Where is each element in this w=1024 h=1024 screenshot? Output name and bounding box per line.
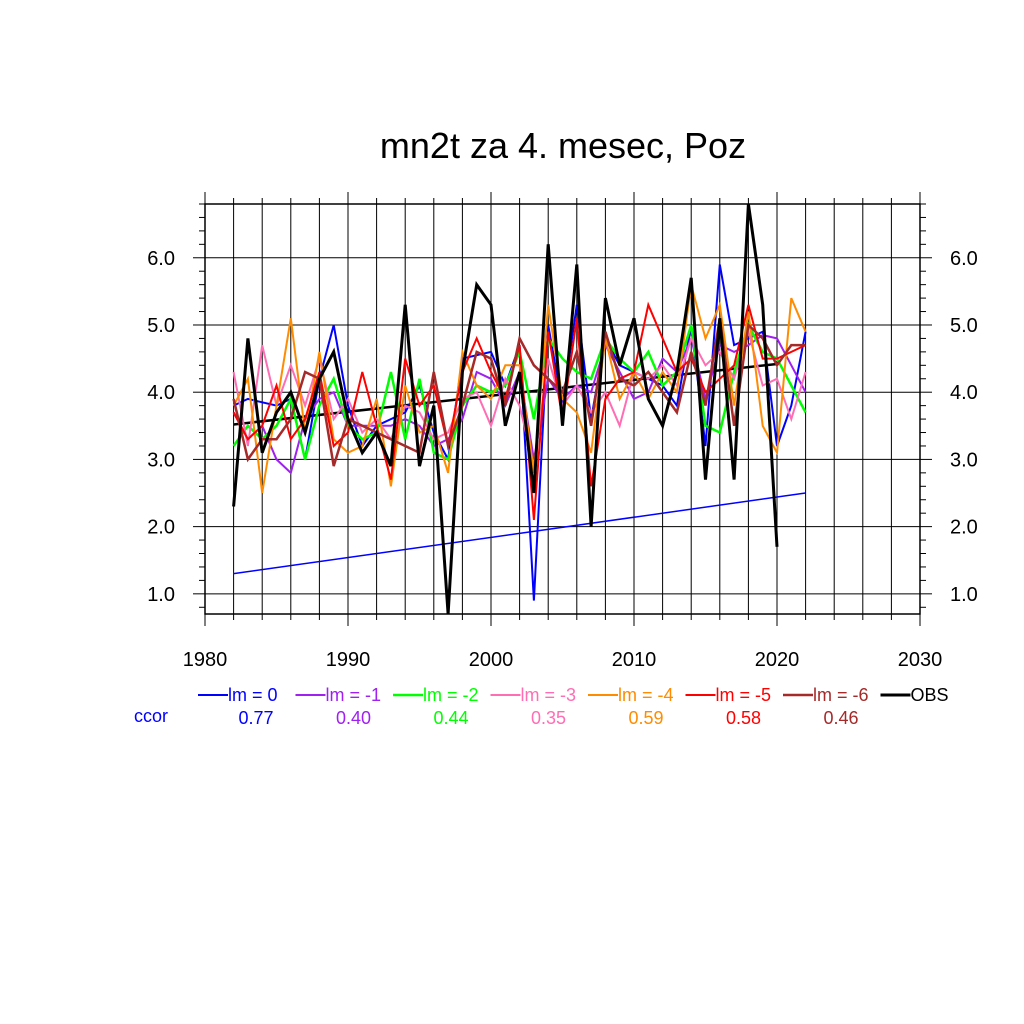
chart-title: mn2t za 4. mesec, Poz [380, 125, 746, 166]
ccor-value: 0.46 [823, 708, 858, 728]
legend-label: lm = -3 [521, 685, 577, 705]
x-tick-label: 2000 [469, 649, 514, 671]
ccor-value: 0.35 [531, 708, 566, 728]
ccor-value: 0.44 [433, 708, 468, 728]
ccor-value: 0.59 [628, 708, 663, 728]
grid [205, 204, 920, 614]
y-tick-label: 2.0 [147, 517, 175, 539]
series-line [232, 328, 807, 467]
legend-label: lm = -2 [423, 685, 479, 705]
y-tick-label: 6.0 [147, 248, 175, 270]
legend-label: lm = -1 [326, 685, 382, 705]
y-tick-label: 1.0 [147, 584, 175, 606]
ccor-value: 0.40 [336, 708, 371, 728]
x-tick-label: 2030 [898, 649, 943, 671]
series-line [232, 318, 806, 467]
x-tick-label: 1990 [326, 649, 371, 671]
ccor-value: 0.58 [726, 708, 761, 728]
plot-frame [204, 203, 921, 615]
y-tick-label: 3.0 [147, 449, 175, 471]
legend-label: lm = -6 [813, 685, 869, 705]
y-tick-label-right: 2.0 [950, 517, 978, 539]
series-line [232, 301, 807, 520]
axes: 1980 1990 2000 2010 2020 2030 1.0 1.0 2.0 2.0 3.0 3… [147, 192, 978, 671]
ccor-value: 0.77 [238, 708, 273, 728]
y-tick-label-right: 1.0 [950, 584, 978, 606]
legend-label: lm = 0 [228, 685, 278, 705]
x-tick-label: 2020 [755, 649, 800, 671]
trend-line [233, 492, 806, 575]
y-tick-label-right: 6.0 [950, 248, 978, 270]
x-tick-label: 1980 [183, 649, 228, 671]
legend-label: lm = -5 [716, 685, 772, 705]
series-line [232, 284, 807, 494]
plot-border [204, 203, 921, 615]
ccor-label: ccor [134, 706, 168, 726]
series-line [232, 203, 779, 615]
legend-label: OBS [911, 685, 949, 705]
y-tick-label-right: 5.0 [950, 315, 978, 337]
legend-label: lm = -4 [618, 685, 674, 705]
y-tick-label: 5.0 [147, 315, 175, 337]
x-tick-label: 2010 [612, 649, 657, 671]
legend: lm = 0 0.77 lm = -1 0.40 lm = -2 0.44 lm = -3 0… [134, 685, 949, 728]
series-layer [232, 203, 807, 615]
y-tick-label-right: 4.0 [950, 382, 978, 404]
y-tick-label-right: 3.0 [950, 449, 978, 471]
y-tick-label: 4.0 [147, 382, 175, 404]
